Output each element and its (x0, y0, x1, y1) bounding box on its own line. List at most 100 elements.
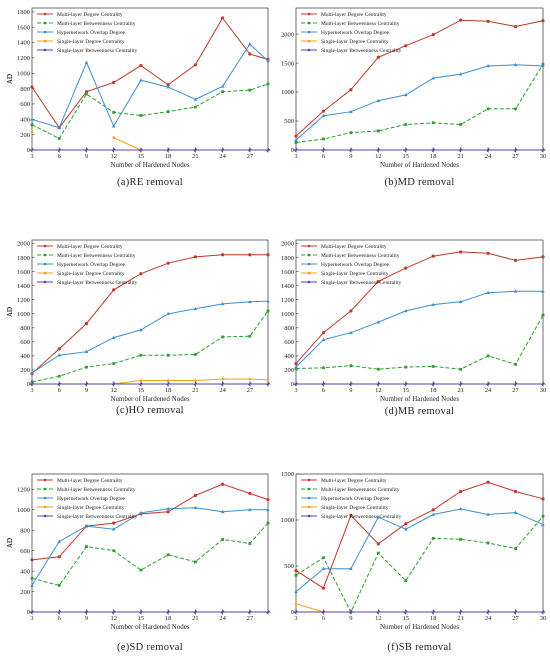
data-point (294, 589, 298, 594)
series-line (295, 515, 544, 614)
chart-panel-5: 3 6 9 12 15 18 21 24 27 0 200 400 600 800 1000 1200 Numb… (6, 473, 271, 653)
data-point (293, 147, 299, 153)
data-point (348, 609, 354, 615)
data-point (404, 579, 408, 583)
legend-marker (307, 496, 311, 500)
y-tick-label: 0 (27, 609, 30, 616)
legend-marker (43, 30, 47, 34)
data-point (193, 97, 198, 101)
legend-marker (43, 487, 47, 491)
data-point (514, 547, 517, 550)
legend-label: Single-layer Degree Centrality (321, 39, 389, 45)
data-point (512, 147, 519, 153)
y-tick-label: 400 (20, 116, 30, 123)
legend-label: Single-layer Betweenness Centrality (321, 514, 402, 520)
series-line (295, 508, 544, 593)
data-point (57, 539, 62, 543)
y-tick-label: 1000 (17, 507, 30, 514)
data-point (375, 147, 382, 153)
data-point (221, 335, 225, 339)
data-point (486, 19, 490, 23)
chart-legend: Multi-layer Degree Centrality Multi-layer… (37, 12, 138, 54)
data-point (248, 334, 252, 338)
legend-label: Single-layer Betweenness Centrality (57, 514, 138, 520)
series-5 (29, 609, 271, 615)
data-point (166, 261, 170, 265)
legend-marker (307, 262, 311, 266)
data-point (83, 609, 90, 615)
series-line (31, 254, 268, 374)
x-tick-label: 18 (165, 387, 172, 394)
x-tick-label: 21 (192, 153, 199, 160)
series-5 (29, 147, 271, 153)
series-3 (294, 289, 545, 369)
x-tick-label: 6 (322, 153, 326, 160)
data-point (541, 514, 545, 518)
data-point (57, 137, 61, 140)
y-tick-label: 1200 (17, 487, 30, 494)
data-point (513, 289, 518, 293)
data-point (219, 147, 226, 153)
data-point (320, 609, 327, 615)
data-point (349, 131, 353, 135)
data-point (57, 374, 61, 378)
legend-label: Hypernetwork Overlap Degree (57, 496, 126, 502)
chart-caption: (a)RE removal (117, 177, 183, 188)
data-point (219, 609, 226, 615)
y-tick-label: 800 (20, 86, 30, 93)
data-point (376, 55, 380, 59)
x-tick-label: 21 (457, 153, 464, 160)
chart-caption: (f)SB removal (387, 642, 451, 653)
chart-panel-2: 3 6 9 12 15 18 21 24 27 300500100015002000Number … (6, 7, 546, 188)
data-point (431, 33, 435, 37)
legend-marker (43, 478, 47, 482)
data-point (248, 299, 252, 304)
chart-panel-4: 3 6 9 12 15 18 21 24 27 3002004006008001000120014… (6, 239, 546, 417)
data-point (321, 113, 326, 118)
data-point (266, 253, 270, 257)
data-point (165, 609, 172, 615)
data-point (431, 76, 436, 80)
series-1 (30, 482, 270, 562)
data-point (457, 147, 464, 153)
data-point (30, 85, 34, 89)
data-point (30, 370, 34, 375)
x-tick-label: 18 (430, 615, 437, 622)
data-point (220, 84, 225, 88)
x-tick-label: 18 (430, 153, 437, 160)
data-point (403, 93, 408, 97)
data-point (139, 114, 143, 117)
data-point (402, 609, 409, 615)
x-tick-label: 15 (138, 153, 145, 160)
data-point (139, 568, 143, 572)
y-tick-label: 200 (20, 589, 30, 596)
data-point (57, 584, 61, 587)
series-3 (294, 62, 545, 142)
legend-marker (43, 262, 47, 266)
legend-label: Single-layer Degree Centrality (57, 505, 125, 511)
data-point (57, 555, 61, 559)
x-axis-label: Number of Hardened Nodes (110, 395, 189, 403)
data-point (192, 609, 199, 615)
data-point (248, 507, 252, 512)
y-tick-label: 1200 (281, 297, 294, 304)
data-point (84, 60, 89, 64)
data-point (266, 521, 270, 525)
data-point (322, 556, 325, 560)
data-point (192, 147, 199, 153)
data-point (486, 512, 490, 516)
series-1 (294, 250, 545, 366)
data-point (193, 353, 197, 356)
data-point (112, 288, 116, 292)
y-tick-label: 800 (20, 527, 30, 534)
data-point (459, 250, 463, 254)
legend-marker (307, 271, 311, 275)
data-point (221, 538, 225, 541)
series-5 (293, 609, 546, 615)
data-point (349, 513, 353, 518)
y-tick-label: 1200 (17, 55, 30, 62)
data-point (138, 609, 144, 615)
y-tick-label: 200 (284, 367, 294, 374)
data-point (248, 491, 252, 496)
